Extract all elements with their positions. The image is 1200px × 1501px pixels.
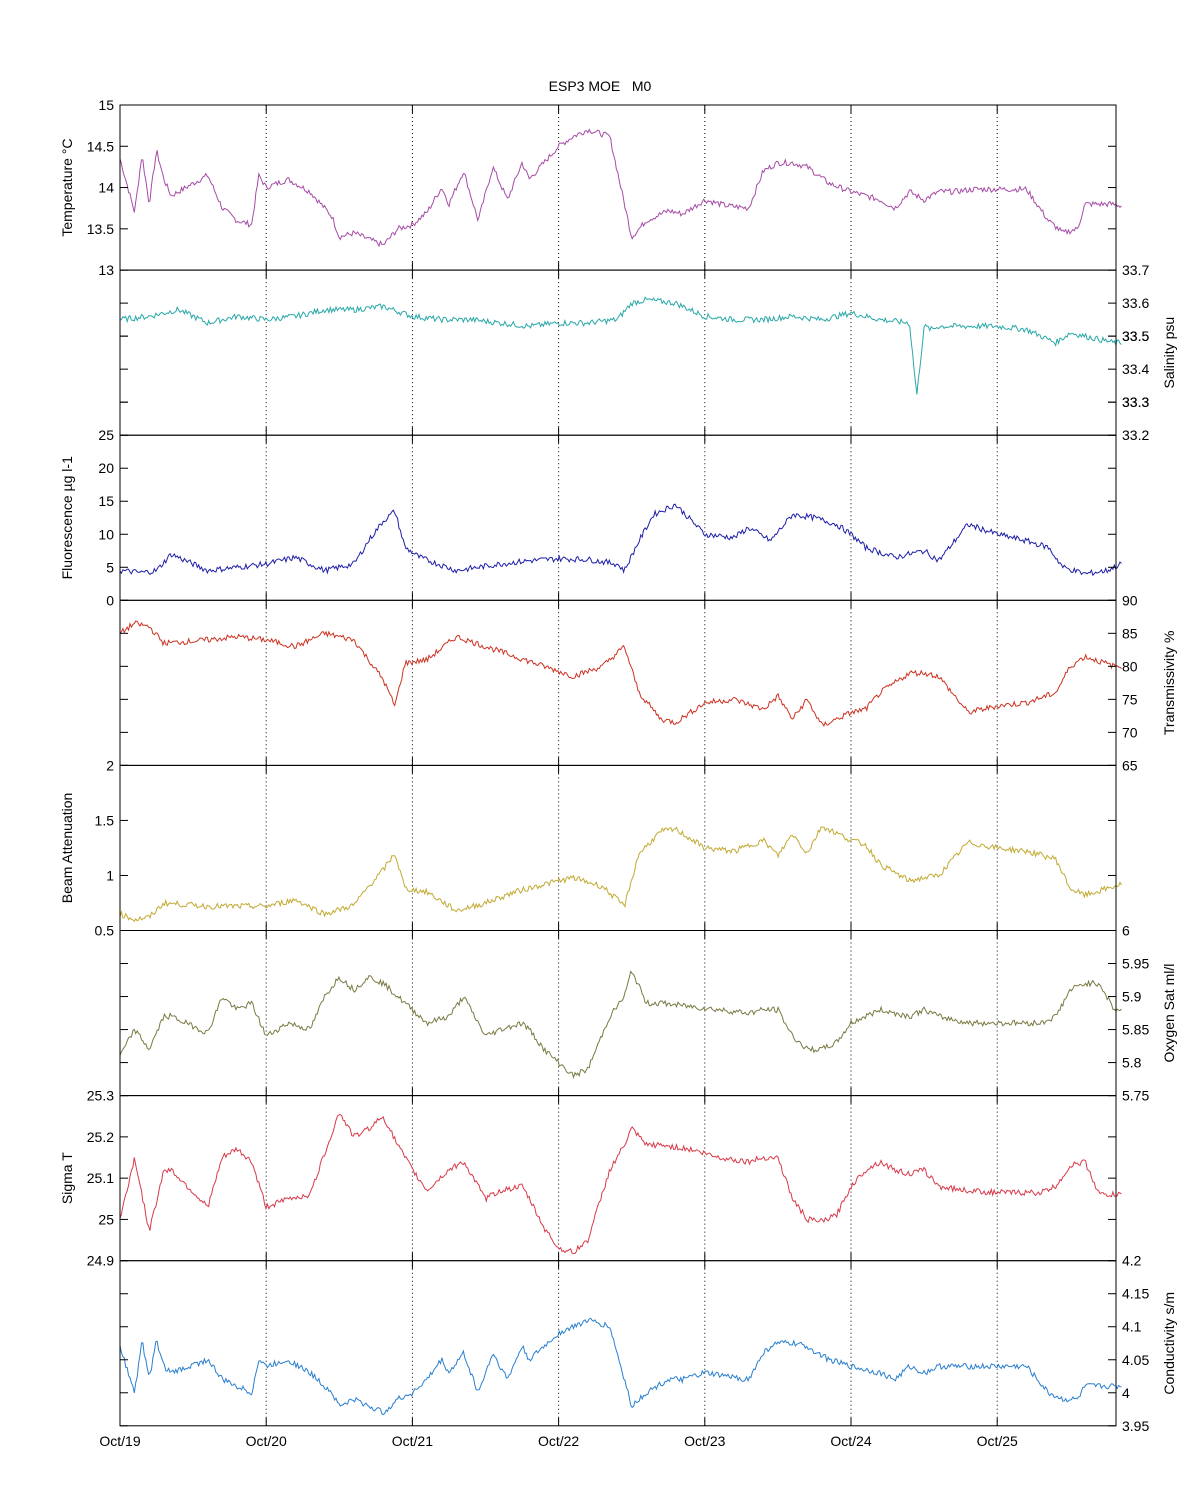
y-tick-label: 33.7 (1122, 262, 1149, 278)
y-tick-label: 24.9 (87, 1253, 114, 1269)
y-tick-label: 15 (98, 493, 114, 509)
x-tick-label: Oct/23 (684, 1433, 725, 1449)
y-tick-label: 65 (1122, 757, 1138, 773)
y-axis-label: Temperature °C (59, 138, 75, 236)
y-tick-label: 20 (98, 460, 114, 476)
panel-oxygen_sat: 5.75 5.8 5.85 5.9 5.95 6 Oxygen Sat ml/l (119, 923, 1177, 1104)
y-tick-label: 10 (98, 526, 114, 542)
y-tick-label: 14 (98, 180, 114, 196)
panel-sigma_t: 24.9 25 25.1 25.2 25.3 Sigma T (59, 1088, 1122, 1269)
y-tick-label: 33.5 (1122, 328, 1149, 344)
y-tick-label: 4.05 (1122, 1352, 1149, 1368)
chart-title: ESP3 MOE M0 (548, 78, 652, 94)
y-axis-label: Oxygen Sat ml/l (1161, 964, 1177, 1063)
axes-frame (119, 1260, 1117, 1427)
y-tick-label: 33.4 (1122, 361, 1149, 377)
y-tick-label: 25.1 (87, 1170, 114, 1186)
x-tick-label: Oct/21 (392, 1433, 433, 1449)
series-line-fluorescence (119, 503, 1122, 577)
series-line-transmissivity (119, 620, 1122, 727)
panel-fluorescence: 0 5 10 15 20 25 Fluorescence µg l-1 (59, 427, 1122, 608)
axes-frame (119, 269, 1117, 436)
series-line-salinity (119, 296, 1122, 395)
y-tick-label: 2 (106, 757, 114, 773)
y-axis-label: Conductivity s/m (1161, 1292, 1177, 1395)
axes-frame (119, 104, 1117, 271)
axes-frame (119, 930, 1117, 1097)
y-tick-label: 5.8 (1122, 1055, 1142, 1071)
y-tick-label: 3.95 (1122, 1418, 1149, 1434)
series-line-beam_attenuation (119, 826, 1122, 923)
y-tick-label: 15 (98, 97, 114, 113)
panel-beam_attenuation: 0.5 1 1.5 2 Beam Attenuation (59, 757, 1122, 939)
y-tick-label: 4.1 (1122, 1319, 1142, 1335)
x-tick-label: Oct/25 (977, 1433, 1018, 1449)
y-tick-label: 80 (1122, 658, 1138, 674)
panel-transmissivity: 65 70 75 80 85 90 Transmissivity % (119, 592, 1177, 773)
panel-conductivity: 3.95 4 4.05 4.1 4.15 4.2 Conductivity s/m Oct/1… (99, 1253, 1177, 1449)
y-tick-label: 6 (1122, 923, 1130, 939)
y-tick-label: 75 (1122, 691, 1138, 707)
y-tick-label: 25 (98, 1211, 114, 1227)
axes-frame (119, 599, 1117, 766)
y-tick-label: 5.75 (1122, 1088, 1149, 1104)
y-tick-label: 5 (106, 559, 114, 575)
y-tick-label: 14.5 (87, 138, 114, 154)
y-tick-label: 33.5 (1122, 328, 1149, 344)
x-tick-label: Oct/19 (99, 1433, 140, 1449)
y-tick-label: 13.5 (87, 221, 114, 237)
series-line-sigma_t (119, 1114, 1122, 1255)
y-tick-label: 5.85 (1122, 1022, 1149, 1038)
y-tick-label: 5.95 (1122, 956, 1149, 972)
y-tick-label: 4.15 (1122, 1286, 1149, 1302)
y-tick-label: 33.2 (1122, 427, 1149, 443)
y-axis-label: Salinity psu (1161, 317, 1177, 389)
y-tick-label: 1.5 (95, 812, 115, 828)
x-tick-label: Oct/22 (538, 1433, 579, 1449)
x-tick-label: Oct/24 (830, 1433, 871, 1449)
y-tick-label: 25.2 (87, 1129, 114, 1145)
y-tick-label: 90 (1122, 592, 1138, 608)
y-axis-label: Fluorescence µg l-1 (59, 456, 75, 579)
y-tick-label: 33.6 (1122, 295, 1149, 311)
series-line-conductivity (119, 1317, 1122, 1416)
panel-salinity: 33.233.333.333.433.533.533.633.7Salinity… (119, 262, 1177, 443)
y-tick-label: 1 (106, 867, 114, 883)
x-tick-label: Oct/20 (246, 1433, 287, 1449)
y-tick-label: 25 (98, 427, 114, 443)
y-tick-label: 5.9 (1122, 989, 1142, 1005)
panel-temperature: 13 13.5 14 14.5 15 Temperature °C (59, 97, 1122, 278)
series-line-oxygen_sat (119, 970, 1122, 1080)
y-tick-label: 4 (1122, 1385, 1130, 1401)
y-tick-label: 70 (1122, 724, 1138, 740)
y-tick-label: 33.3 (1122, 394, 1149, 410)
y-tick-label: 0.5 (95, 923, 115, 939)
y-tick-label: 25.3 (87, 1088, 114, 1104)
y-axis-label: Sigma T (59, 1152, 75, 1204)
y-tick-label: 0 (106, 592, 114, 608)
y-tick-label: 13 (98, 262, 114, 278)
y-tick-label: 85 (1122, 625, 1138, 641)
axes-frame (119, 434, 1117, 601)
y-axis-label: Transmissivity % (1161, 631, 1177, 736)
y-tick-label: 33.3 (1122, 394, 1149, 410)
y-tick-label: 4.2 (1122, 1253, 1142, 1269)
series-line-temperature (119, 128, 1122, 248)
y-axis-label: Beam Attenuation (59, 793, 75, 904)
axes-frame (119, 1095, 1117, 1262)
